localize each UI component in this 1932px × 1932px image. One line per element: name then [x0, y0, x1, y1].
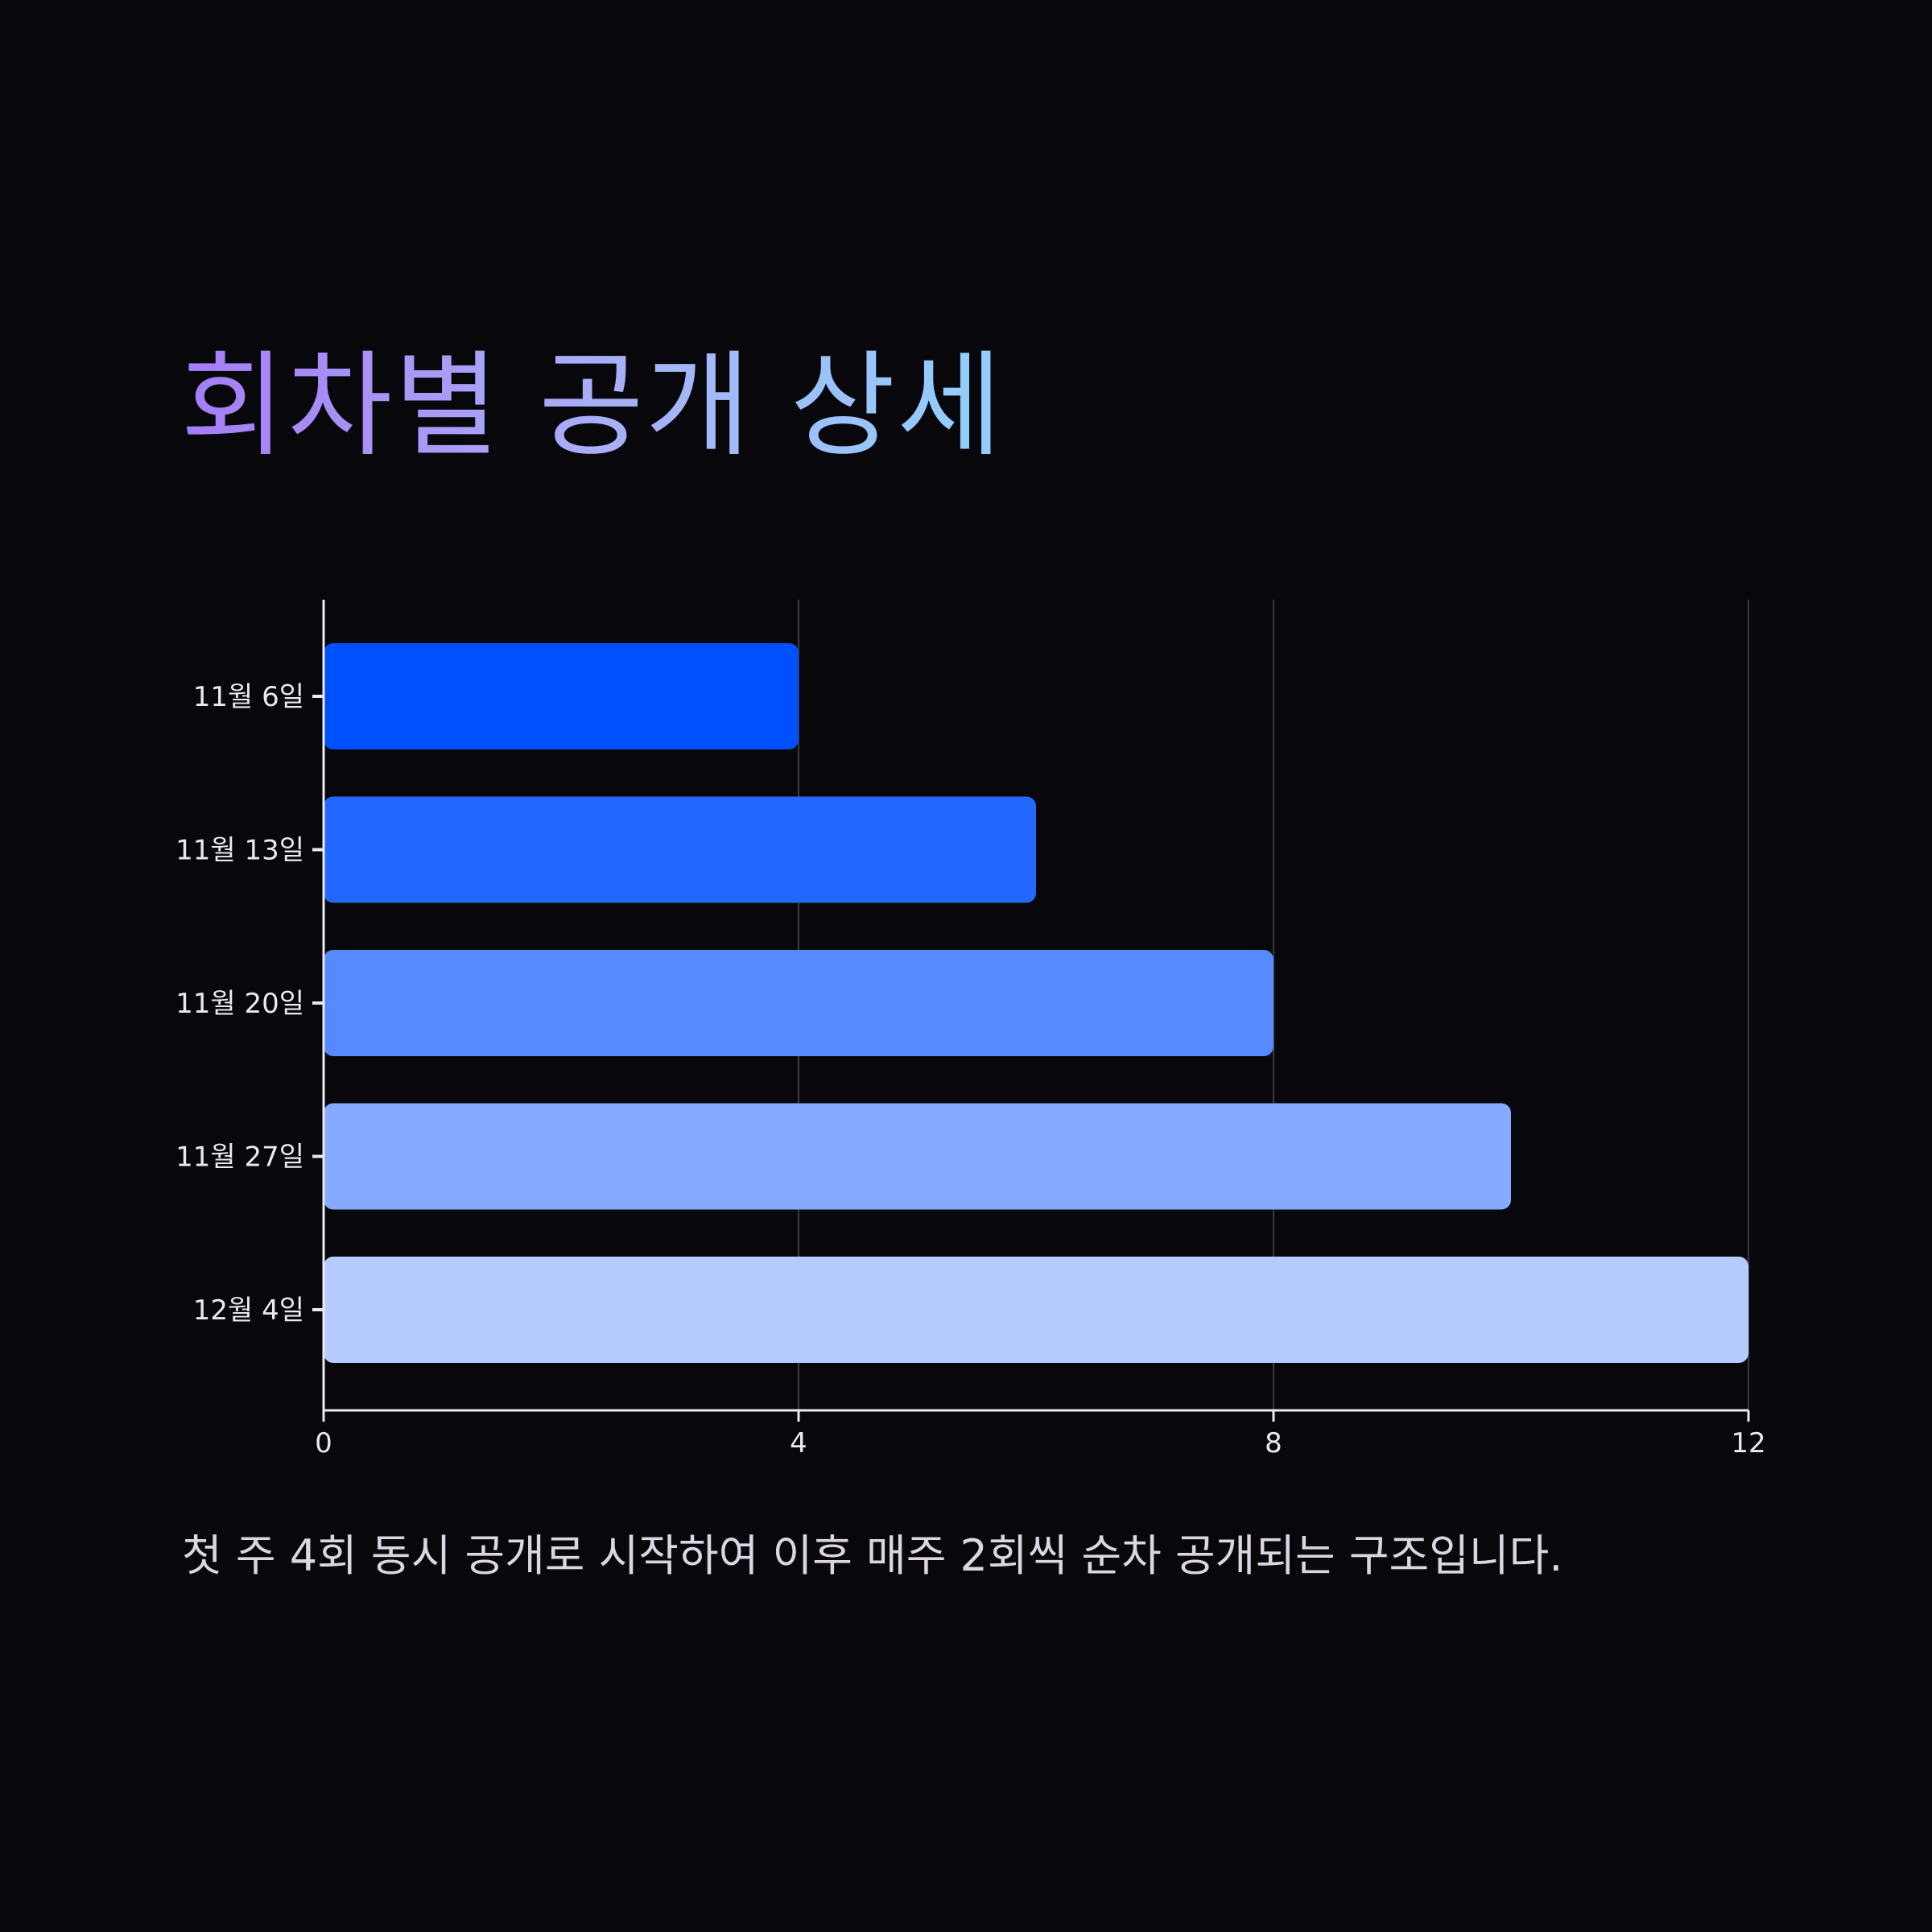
- bar: [324, 1257, 1748, 1363]
- axes: [312, 600, 1750, 1422]
- x-tick-label: 4: [790, 1427, 807, 1459]
- x-tick-label: 12: [1731, 1427, 1765, 1459]
- bar: [324, 796, 1036, 903]
- tick-labels: 0 4 8 12 11월 6일 11월 13일 11월 20일 11월 27일 12월 4일: [175, 681, 1766, 1459]
- chart-caption: 첫 주 4회 동시 공개로 시작하여 이후 매주 2회씩 순차 공개되는 구조입…: [182, 1530, 1563, 1581]
- y-tick-label: 11월 6일: [193, 681, 304, 713]
- bar: [324, 1103, 1511, 1210]
- y-tick-label: 11월 20일: [175, 988, 304, 1020]
- x-tick-label: 8: [1265, 1427, 1282, 1459]
- x-tick-label: 0: [315, 1427, 332, 1459]
- bar: [324, 643, 799, 749]
- chart-title: 회차별 공개 상세: [180, 338, 1004, 475]
- bar: [324, 950, 1274, 1056]
- y-tick-label: 11월 27일: [175, 1141, 304, 1174]
- y-tick-label: 12월 4일: [193, 1294, 304, 1327]
- y-tick-label: 11월 13일: [175, 835, 304, 867]
- bars: [324, 643, 1748, 1363]
